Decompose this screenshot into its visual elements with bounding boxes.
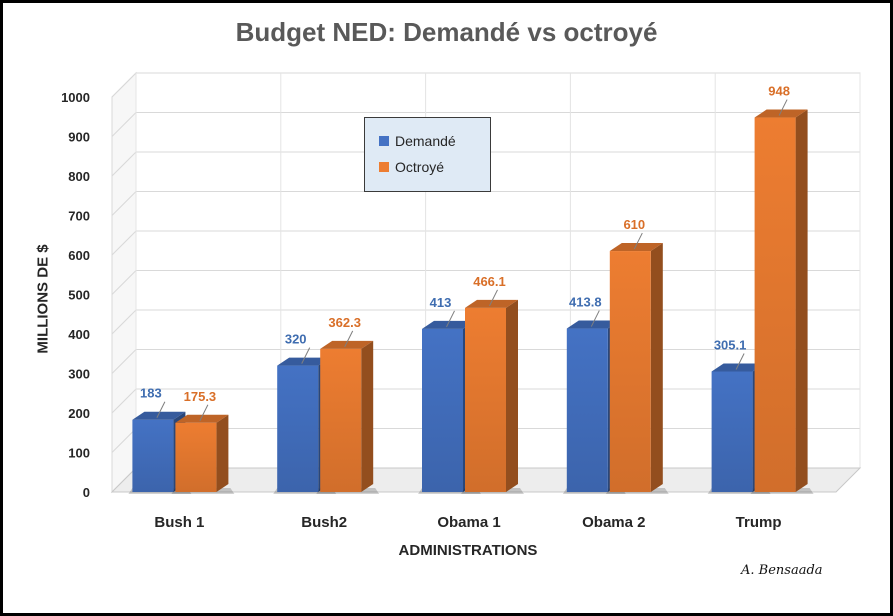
leader-line bbox=[778, 99, 788, 116]
chart-legend: Demandé Octroyé bbox=[364, 117, 491, 192]
x-tick-label: Obama 2 bbox=[582, 514, 645, 531]
y-tick-label: 1000 bbox=[61, 90, 90, 105]
leader-line bbox=[633, 232, 643, 250]
bar-top bbox=[422, 320, 475, 329]
bar-top bbox=[320, 340, 374, 349]
y-tick-label: 500 bbox=[68, 288, 90, 303]
leader-line bbox=[301, 347, 311, 364]
bar-top bbox=[566, 320, 620, 329]
legend-label-octroye: Octroyé bbox=[395, 159, 445, 175]
leader-line bbox=[590, 310, 600, 327]
bar bbox=[754, 117, 796, 492]
data-label: 413.8 bbox=[569, 295, 602, 310]
x-tick-label: Trump bbox=[736, 514, 782, 531]
y-tick-label: 100 bbox=[68, 446, 90, 461]
bar bbox=[320, 348, 362, 492]
bar bbox=[132, 419, 174, 492]
bar-top bbox=[754, 109, 808, 118]
bar-top bbox=[609, 243, 663, 252]
x-tick-label: Bush 1 bbox=[154, 514, 204, 531]
leader-line bbox=[156, 401, 166, 418]
y-tick-label: 400 bbox=[68, 327, 90, 342]
y-tick-label: 0 bbox=[83, 485, 90, 500]
bar-top bbox=[711, 363, 765, 372]
leader-line bbox=[199, 404, 209, 421]
bar bbox=[465, 307, 506, 492]
data-label: 175.3 bbox=[184, 389, 217, 404]
bar-side bbox=[216, 414, 229, 492]
bar-side bbox=[795, 109, 808, 492]
leader-line bbox=[735, 353, 745, 370]
chart-title: Budget NED: Demandé vs octroyé bbox=[235, 17, 658, 47]
bar-side bbox=[506, 299, 518, 492]
y-tick-label: 600 bbox=[68, 248, 90, 263]
leader-line bbox=[446, 310, 455, 328]
data-label: 362.3 bbox=[328, 315, 361, 330]
bar-side bbox=[361, 340, 374, 492]
x-tick-label: Obama 1 bbox=[437, 514, 500, 531]
bar bbox=[277, 365, 319, 492]
data-label: 305.1 bbox=[714, 337, 747, 352]
y-tick-label: 800 bbox=[68, 169, 90, 184]
data-label: 610 bbox=[623, 217, 645, 232]
bar bbox=[422, 328, 463, 492]
legend-item-demande: Demandé bbox=[379, 128, 490, 154]
data-label: 183 bbox=[140, 386, 162, 401]
legend-swatch-octroye bbox=[379, 162, 389, 172]
y-tick-label: 200 bbox=[68, 406, 90, 421]
bar bbox=[175, 422, 217, 492]
y-tick-label: 700 bbox=[68, 209, 90, 224]
data-label: 413 bbox=[430, 295, 452, 310]
x-axis-label: ADMINISTRATIONS bbox=[398, 542, 538, 559]
y-tick-label: 300 bbox=[68, 367, 90, 382]
bar bbox=[609, 251, 651, 492]
leader-line bbox=[344, 330, 354, 348]
bar bbox=[711, 371, 753, 492]
bar-top bbox=[465, 299, 518, 308]
bar-top bbox=[175, 414, 229, 423]
data-label: 320 bbox=[285, 332, 307, 347]
legend-swatch-demande bbox=[379, 136, 389, 146]
data-label: 466.1 bbox=[473, 274, 506, 289]
legend-item-octroye: Octroyé bbox=[379, 154, 490, 180]
bar-top bbox=[132, 411, 186, 420]
author-signature: A. Bensaada bbox=[741, 563, 823, 578]
x-tick-label: Bush2 bbox=[301, 514, 347, 531]
bar bbox=[566, 328, 608, 492]
data-label: 948 bbox=[768, 84, 790, 99]
bar-side bbox=[650, 243, 663, 492]
y-tick-label: 900 bbox=[68, 130, 90, 145]
leader-line bbox=[489, 289, 498, 307]
legend-label-demande: Demandé bbox=[395, 133, 456, 149]
bar-top bbox=[277, 357, 331, 366]
